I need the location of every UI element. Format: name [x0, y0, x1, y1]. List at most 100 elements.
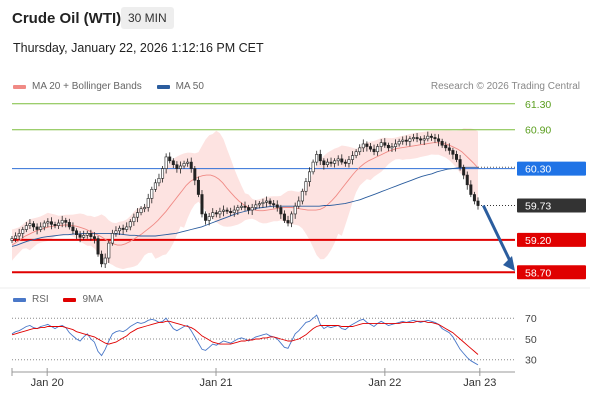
candle-body: [186, 161, 190, 164]
candle-body: [433, 137, 437, 140]
candle-body: [325, 161, 329, 165]
candle: [125, 222, 129, 233]
candle: [376, 143, 380, 156]
candle-body: [114, 230, 118, 234]
candle-body: [365, 143, 369, 147]
candle: [118, 225, 122, 235]
candle-body: [282, 213, 286, 221]
candle: [325, 158, 329, 168]
candle: [85, 230, 89, 239]
candle: [39, 222, 43, 233]
candle-body: [189, 161, 193, 169]
candle-body: [297, 200, 301, 207]
candle: [279, 204, 283, 219]
candle-body: [426, 135, 430, 140]
candle-body: [293, 205, 297, 215]
level-label-bg: [517, 265, 586, 280]
candle: [318, 149, 322, 165]
candle-body: [53, 224, 57, 226]
candle-body: [85, 233, 89, 236]
forecast-arrow-shaft: [481, 204, 513, 264]
candle: [103, 253, 107, 269]
candle: [347, 155, 351, 168]
candle: [408, 136, 412, 147]
candle-body: [75, 230, 79, 235]
candle-body: [89, 233, 93, 237]
candle-body: [218, 211, 222, 215]
candle-body: [82, 235, 86, 238]
candle: [46, 218, 50, 228]
candle: [164, 153, 168, 174]
candle-body: [318, 154, 322, 162]
candle-body: [39, 226, 43, 230]
candle-body: [462, 166, 466, 176]
candle-body: [401, 139, 405, 142]
candle: [247, 204, 251, 215]
candle: [128, 219, 132, 231]
candle: [458, 154, 462, 171]
candle-body: [49, 221, 53, 225]
candle-body: [71, 226, 75, 232]
chart-header: Crude Oil (WTI) 30 MIN: [0, 0, 590, 34]
rsi-panel: 70 50 30: [11, 313, 537, 367]
candle-body: [175, 164, 179, 169]
candle-body: [300, 190, 304, 202]
candle: [451, 147, 455, 160]
candle-body: [444, 144, 448, 149]
rsi-level-label-50: 50: [525, 334, 537, 346]
bollinger-band: [12, 128, 478, 270]
candle: [146, 193, 150, 212]
level-label-bg: [517, 161, 586, 176]
candle-body: [178, 165, 182, 169]
interval-badge[interactable]: 30 MIN: [121, 7, 174, 29]
candle: [239, 202, 243, 211]
candle: [196, 176, 200, 198]
candle: [221, 205, 225, 217]
candle-body: [204, 213, 208, 221]
candle-body: [329, 161, 333, 164]
candle-body: [465, 174, 469, 186]
candle: [336, 155, 340, 166]
candle: [189, 157, 193, 173]
candle: [225, 207, 229, 214]
candle: [49, 217, 53, 230]
candle: [254, 200, 258, 211]
candle-body: [451, 150, 455, 155]
candle-body: [17, 233, 21, 237]
candle-body: [275, 204, 279, 208]
candle-body: [368, 146, 372, 150]
legend-item-ma20: MA 20 + Bollinger Bands: [13, 81, 142, 92]
candle-body: [135, 212, 139, 218]
candle: [214, 210, 218, 218]
candle-body: [261, 201, 265, 204]
level-label-text: 61.30: [525, 99, 551, 111]
candle: [204, 211, 208, 225]
candle-body: [322, 160, 326, 165]
x-tick-label: Jan 20: [31, 377, 64, 389]
candle: [171, 158, 175, 169]
candle-body: [404, 139, 408, 142]
candle-body: [121, 227, 125, 230]
candle: [361, 139, 365, 152]
candle: [236, 204, 240, 215]
candle-body: [308, 171, 312, 182]
candle-body: [28, 223, 32, 226]
candle-body: [64, 220, 68, 223]
timestamp: Thursday, January 22, 2026 1:12:16 PM CE…: [13, 41, 264, 55]
forecast-arrow-head: [503, 255, 515, 271]
candle: [218, 207, 222, 219]
candle-body: [447, 147, 451, 151]
candle-body: [333, 160, 337, 164]
candle: [454, 150, 458, 163]
candle-body: [351, 155, 355, 160]
candle: [390, 142, 394, 152]
candle: [401, 136, 405, 145]
candle: [343, 159, 347, 167]
candle: [71, 222, 75, 235]
candle: [437, 134, 441, 147]
candle-body: [340, 158, 344, 163]
candle-body: [376, 146, 380, 153]
candle: [358, 144, 362, 156]
candle-body: [103, 257, 107, 265]
level-label-61-30: 61.30: [525, 99, 551, 111]
